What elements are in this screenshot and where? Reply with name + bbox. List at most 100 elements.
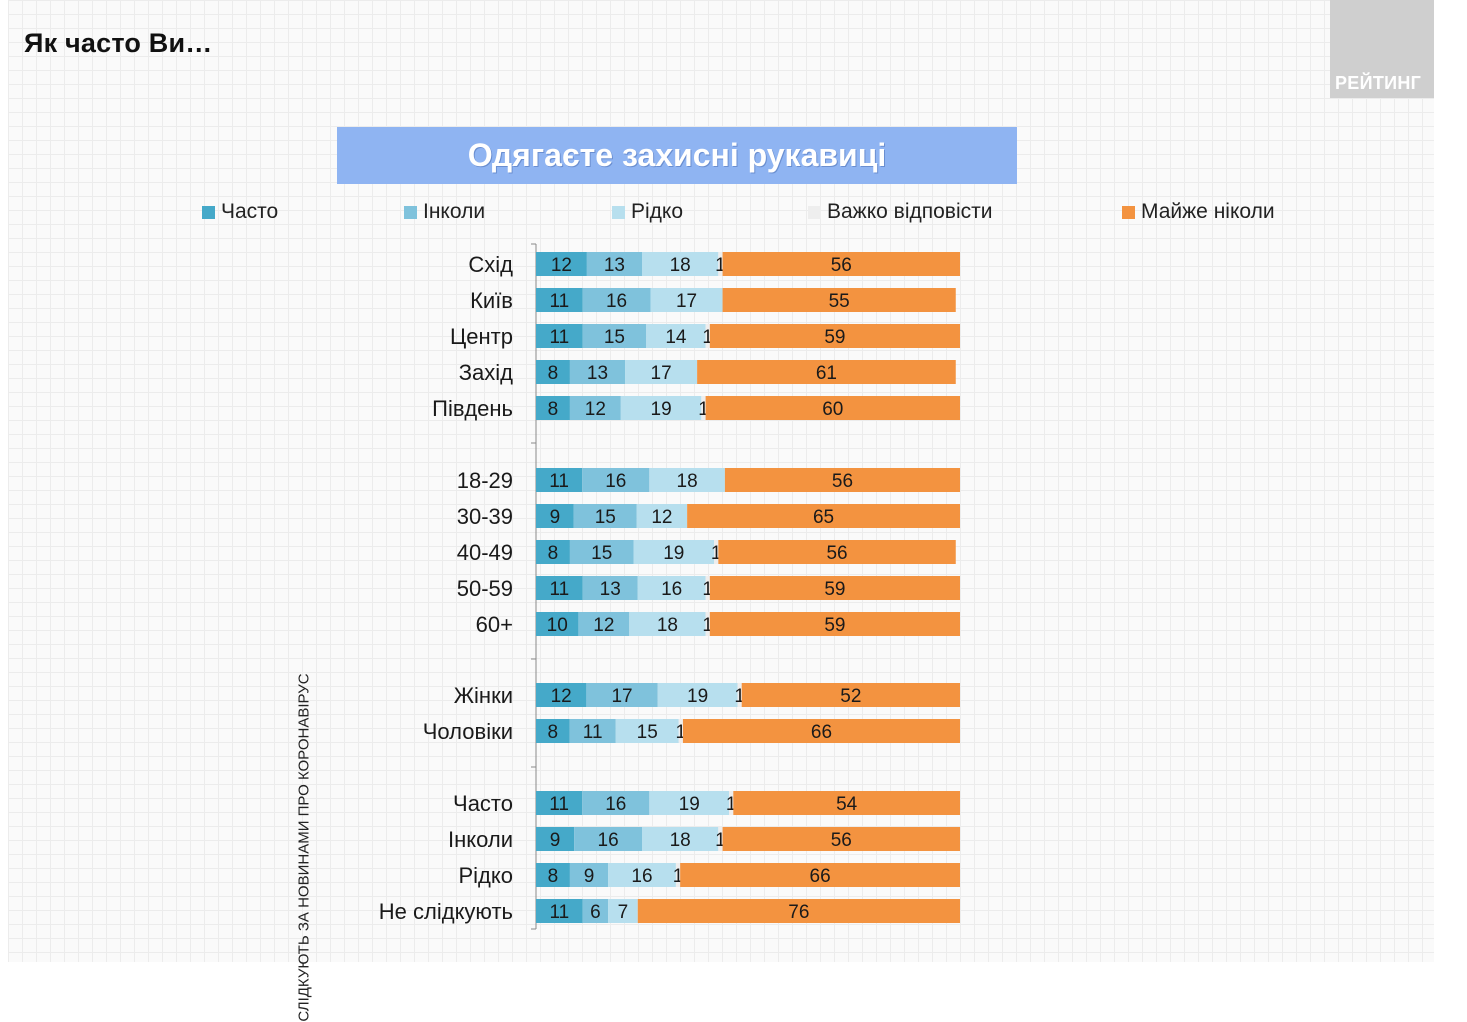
bar-segment (714, 540, 719, 564)
data-label: 15 (604, 327, 625, 348)
data-label: 8 (548, 399, 559, 420)
legend-label-maizhe: Майже ніколи (1141, 200, 1275, 223)
data-label: 8 (548, 363, 559, 384)
bar-segment (637, 899, 960, 923)
data-label: 11 (549, 327, 569, 348)
legend-label-vazhko: Важко відповісти (827, 200, 993, 223)
bar-segment (536, 288, 583, 312)
legend-item-inkoly: Інколи (404, 199, 485, 225)
category-label: Часто (453, 791, 513, 816)
bar-segment (582, 288, 651, 312)
data-label: 16 (598, 830, 619, 851)
category-label: Південь (432, 396, 513, 421)
bar-segment (574, 827, 642, 851)
data-label: 1 (702, 327, 713, 348)
category-label: 30-39 (457, 504, 513, 529)
bar-segment (718, 252, 723, 276)
data-label: 12 (585, 399, 606, 420)
bar-segment (569, 360, 626, 384)
legend-swatch-chasto (202, 205, 215, 219)
bar-segment (709, 576, 960, 600)
data-label: 59 (824, 327, 845, 348)
bar-segment (536, 504, 574, 528)
bar-segment (687, 504, 960, 528)
bar-segment (536, 396, 570, 420)
legend-swatch-inkoly (404, 205, 417, 219)
bar-segment (722, 827, 960, 851)
bar-segment (536, 360, 570, 384)
bar-segment (536, 683, 587, 707)
category-label: Не слідкують (379, 899, 513, 924)
data-label: 17 (676, 291, 697, 312)
bar-segment (582, 576, 638, 600)
bar-segment (733, 791, 960, 815)
category-label: 60+ (476, 612, 513, 637)
bar-segment (705, 576, 710, 600)
data-label: 1 (676, 722, 687, 743)
data-label: 8 (548, 866, 559, 887)
data-label: 1 (711, 543, 722, 564)
data-label: 14 (665, 327, 687, 348)
data-label: 13 (600, 579, 621, 600)
data-label: 6 (590, 902, 601, 923)
bar-segment (573, 504, 637, 528)
bar-segment (697, 360, 956, 384)
data-label: 1 (734, 686, 745, 707)
data-label: 56 (826, 543, 847, 564)
bar-segment (569, 396, 621, 420)
data-label: 15 (637, 722, 658, 743)
category-label: Центр (450, 324, 513, 349)
data-label: 13 (604, 255, 625, 276)
data-label: 8 (548, 722, 559, 743)
bar-segment (536, 468, 583, 492)
logo-text: РЕЙТИНГ (1335, 73, 1422, 93)
data-label: 15 (595, 507, 616, 528)
data-label: 1 (673, 866, 684, 887)
data-label: 65 (813, 507, 834, 528)
data-label: 61 (816, 363, 837, 384)
legend-item-maizhe: Майже ніколи (1122, 199, 1275, 225)
bar-segment (737, 683, 742, 707)
bar-segment (625, 360, 698, 384)
bar-segment (718, 827, 723, 851)
category-label: Чоловіки (423, 719, 513, 744)
data-label: 59 (824, 615, 845, 636)
chart-title: Одягаєте захисні рукавиці (337, 127, 1017, 184)
data-label: 1 (702, 579, 713, 600)
data-label: 52 (840, 686, 861, 707)
bar-segment (650, 288, 723, 312)
bar-segment (678, 719, 683, 743)
bar-segment (633, 540, 715, 564)
bar-segment (536, 540, 570, 564)
data-label: 54 (836, 794, 858, 815)
data-label: 11 (583, 722, 603, 743)
bar-segment (705, 612, 710, 636)
bar-segment (646, 324, 706, 348)
legend-item-vazhko: Важко відповісти (808, 199, 992, 225)
bar-segment (536, 612, 579, 636)
bar-segment (586, 683, 658, 707)
bar-segment (582, 468, 650, 492)
bar-segment (608, 863, 676, 887)
data-label: 9 (550, 507, 561, 528)
bar-segment (722, 288, 956, 312)
legend-swatch-maizhe (1122, 205, 1135, 219)
data-label: 12 (593, 615, 614, 636)
data-label: 8 (548, 543, 559, 564)
bar-segment (682, 719, 960, 743)
bar-segment (569, 719, 616, 743)
data-label: 1 (698, 399, 709, 420)
data-label: 16 (605, 794, 626, 815)
bar-segment (709, 612, 960, 636)
category-label: Жінки (454, 683, 513, 708)
category-label: Інколи (448, 827, 513, 852)
data-label: 11 (549, 471, 569, 492)
bar-segment (536, 324, 583, 348)
bar-segment (536, 863, 570, 887)
data-label: 56 (832, 471, 853, 492)
bar-segment (642, 252, 719, 276)
data-label: 16 (606, 291, 627, 312)
data-label: 1 (715, 830, 726, 851)
data-label: 17 (651, 363, 672, 384)
